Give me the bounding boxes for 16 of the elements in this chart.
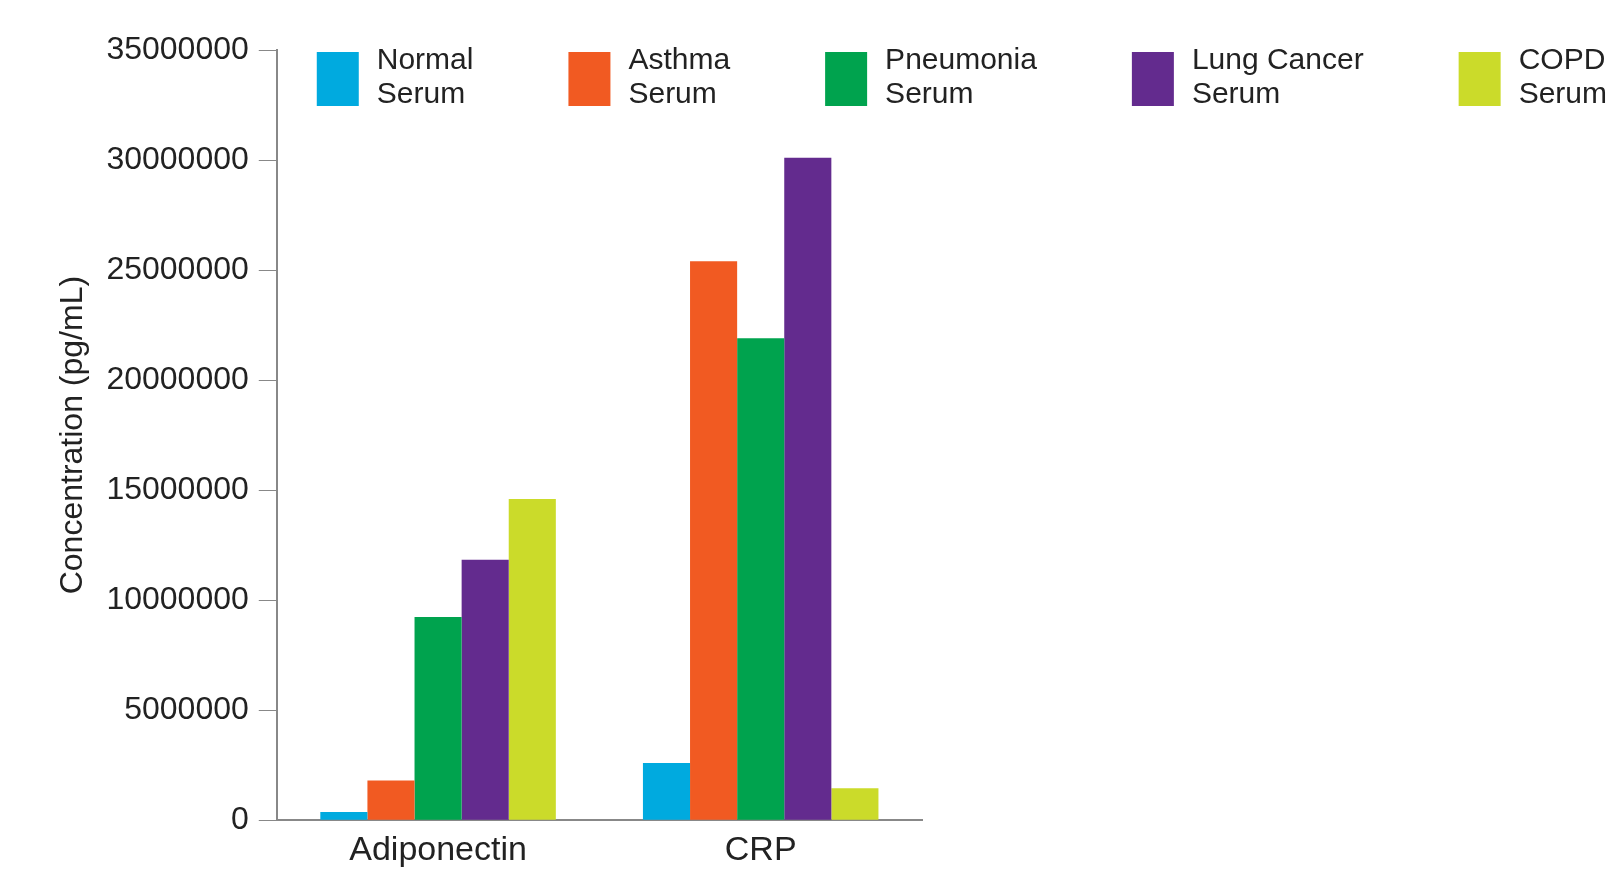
y-axis-title: Concentration (pg/mL) [53,275,90,595]
y-tick-label: 10000000 [106,579,249,616]
x-tick-label: CRP [724,828,797,867]
legend-label: COPD Serum [1518,42,1607,110]
y-tick-label: 5000000 [124,690,249,726]
legend-label: Normal Serum [376,42,474,110]
y-tick-label: 0 [230,800,249,837]
y-tick-label: 25000000 [106,249,249,286]
legend-label: Pneumonia Serum [885,42,1038,110]
y-tick-label: 35000000 [106,29,249,66]
y-tick-label: 30000000 [106,139,249,176]
x-tick-label: Adiponectin [349,828,527,867]
legend-label: Lung Cancer Serum [1191,42,1364,110]
y-tick-label: 20000000 [106,359,249,396]
y-tick-label: 15000000 [106,469,249,506]
legend-label: Asthma Serum [628,42,731,110]
